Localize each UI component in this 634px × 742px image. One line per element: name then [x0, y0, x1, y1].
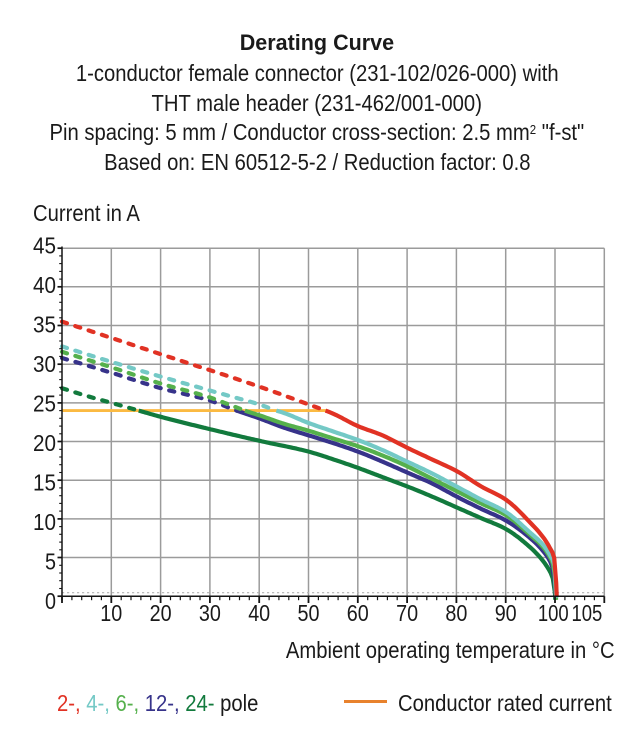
- svg-text:40: 40: [248, 600, 270, 626]
- svg-text:25: 25: [33, 391, 56, 417]
- svg-text:20: 20: [150, 600, 172, 626]
- svg-text:100: 100: [538, 600, 569, 626]
- svg-text:10: 10: [33, 509, 56, 535]
- svg-text:60: 60: [347, 600, 369, 626]
- svg-text:35: 35: [33, 312, 56, 338]
- svg-text:5: 5: [45, 549, 56, 575]
- svg-text:20: 20: [33, 430, 56, 456]
- svg-text:15: 15: [33, 470, 56, 496]
- svg-text:40: 40: [33, 272, 56, 298]
- svg-text:30: 30: [199, 600, 221, 626]
- svg-text:50: 50: [298, 600, 320, 626]
- svg-text:90: 90: [495, 600, 517, 626]
- svg-text:45: 45: [33, 233, 56, 259]
- svg-text:80: 80: [445, 600, 467, 626]
- svg-text:70: 70: [396, 600, 418, 626]
- svg-text:10: 10: [100, 600, 122, 626]
- svg-text:30: 30: [33, 351, 56, 377]
- svg-text:105: 105: [572, 600, 603, 626]
- svg-text:0: 0: [45, 588, 56, 614]
